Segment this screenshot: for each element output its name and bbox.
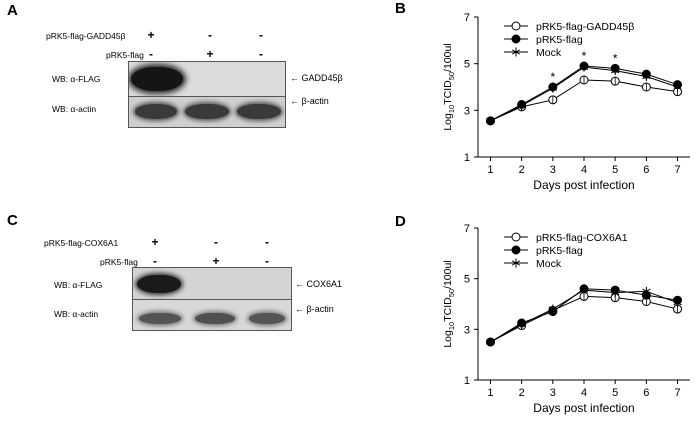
panel-c-flag-blot-label: WB: α-FLAG <box>54 280 103 290</box>
panel-d-y-label: Log10TCID50/100ul <box>442 260 456 347</box>
panel-a-actin-blot-label: WB: α-actin <box>52 104 97 114</box>
panel-b-x-tick-label: 1 <box>487 164 493 176</box>
panel-d-legend-label-2: pRK5-flag <box>536 245 583 257</box>
panel-c-row2-label: pRK5-flag <box>100 257 138 267</box>
panel-a-actin-band-3 <box>237 104 281 119</box>
panel-b-legend-label-2: pRK5-flag <box>536 34 583 46</box>
panel-c-actin-blot <box>132 299 292 331</box>
panel-c-flag-target: COX6A1 <box>306 279 343 289</box>
panel-a-row2-sign1: - <box>149 47 153 61</box>
panel-b-x-tick-label: 7 <box>674 164 680 176</box>
panel-c-actin-band-2 <box>195 313 235 324</box>
panel-a-flag-target: GADD45β <box>301 73 343 83</box>
panel-b-y-tick-label: 7 <box>464 12 470 24</box>
panel-a-row1-label: pRK5-flag-GADD45β <box>46 31 126 41</box>
panel-b-y-label: Log10TCID50/100ul <box>442 43 456 130</box>
panel-c-actin-band-3 <box>249 313 285 324</box>
panel-c-row2-sign2: + <box>212 254 220 268</box>
panel-d-x-tick-label: 2 <box>519 387 525 399</box>
panel-d-legend-marker-1 <box>511 232 521 242</box>
panel-c-row1-sign2: - <box>214 235 218 249</box>
panel-c-flag-band <box>137 275 181 293</box>
panel-d-x-tick-label: 3 <box>550 387 556 399</box>
panel-c-row2-sign3: - <box>265 254 269 268</box>
panel-b-significance-marker: * <box>582 49 587 63</box>
panel-c-actin-target-label: ← β-actin <box>295 304 334 314</box>
panel-a-actin-band-2 <box>185 104 229 119</box>
panel-d-y-tick-label: 3 <box>464 324 470 336</box>
panel-b-y-tick-label: 1 <box>464 152 470 164</box>
panel-b-x-tick-label: 3 <box>550 164 556 176</box>
panel-b-x-tick-label: 2 <box>519 164 525 176</box>
panel-c-actin-band-1 <box>139 313 181 324</box>
panel-a-letter: A <box>7 2 18 19</box>
panel-b-y-tick-label: 3 <box>464 105 470 117</box>
panel-b-legend-label-3: Mock <box>536 47 562 59</box>
panel-d-x-tick-label: 6 <box>643 387 649 399</box>
panel-d-legend-label-3: Mock <box>536 258 562 270</box>
panel-d-x-tick-label: 1 <box>487 387 493 399</box>
panel-d-letter: D <box>395 213 406 230</box>
panel-b-legend-marker-2 <box>511 34 521 44</box>
panel-b-significance-marker: * <box>613 51 618 65</box>
panel-c-actin-blot-label: WB: α-actin <box>54 309 99 319</box>
panel-a-flag-band <box>131 67 183 91</box>
panel-d-y-tick-label: 1 <box>464 375 470 387</box>
panel-a-actin-target-label: ← β-actin <box>290 96 329 106</box>
panel-c-letter: C <box>7 212 18 229</box>
panel-a-flag-blot <box>128 61 286 97</box>
panel-b-legend-marker-3 <box>511 47 521 57</box>
panel-d-x-tick-label: 5 <box>612 387 618 399</box>
panel-b-significance-marker: * <box>550 70 555 84</box>
panel-b-x-tick-label: 5 <box>612 164 618 176</box>
panel-a-flag-blot-label: WB: α-FLAG <box>52 74 101 84</box>
panel-d-legend-marker-2 <box>511 245 521 255</box>
panel-a-actin-target: β-actin <box>301 96 329 106</box>
panel-d-x-label: Days post infection <box>533 401 634 415</box>
panel-c-row1-sign1: + <box>151 235 159 249</box>
panel-c-flag-target-label: ← COX6A1 <box>295 279 343 289</box>
panel-a-row2-sign3: - <box>259 47 263 61</box>
panel-d-y-tick-label: 7 <box>464 223 470 235</box>
panel-b-letter: B <box>395 0 406 17</box>
panel-a-row1-sign3: - <box>259 28 263 42</box>
panel-b-x-tick-label: 6 <box>643 164 649 176</box>
panel-b-legend-label-1: pRK5-flag-GADD45β <box>536 21 634 33</box>
panel-b-legend-marker-1 <box>511 21 521 31</box>
panel-a-row1-sign1: + <box>147 28 155 42</box>
panel-a-row2-label: pRK5-flag <box>106 50 144 60</box>
panel-b-y-tick-label: 5 <box>464 59 470 71</box>
panel-b-x-label: Days post infection <box>533 178 634 192</box>
panel-a-flag-target-label: ← GADD45β <box>290 73 343 83</box>
panel-c-row1-label: pRK5-flag-COX6A1 <box>44 238 119 248</box>
panel-c-row1-sign3: - <box>265 235 269 249</box>
panel-d-legend-marker-3 <box>511 258 521 268</box>
panel-a-row1-sign2: - <box>208 28 212 42</box>
panel-d-x-tick-label: 4 <box>581 387 587 399</box>
panel-d-y-tick-label: 5 <box>464 274 470 286</box>
panel-a-actin-blot <box>128 96 286 128</box>
panel-c-row2-sign1: - <box>153 254 157 268</box>
panel-d-x-tick-label: 7 <box>674 387 680 399</box>
panel-a-actin-band-1 <box>135 104 177 119</box>
panel-b-x-tick-label: 4 <box>581 164 587 176</box>
panel-d-legend-label-1: pRK5-flag-COX6A1 <box>536 232 628 244</box>
panel-a-row2-sign2: + <box>206 47 214 61</box>
panel-c-actin-target: β-actin <box>306 304 334 314</box>
